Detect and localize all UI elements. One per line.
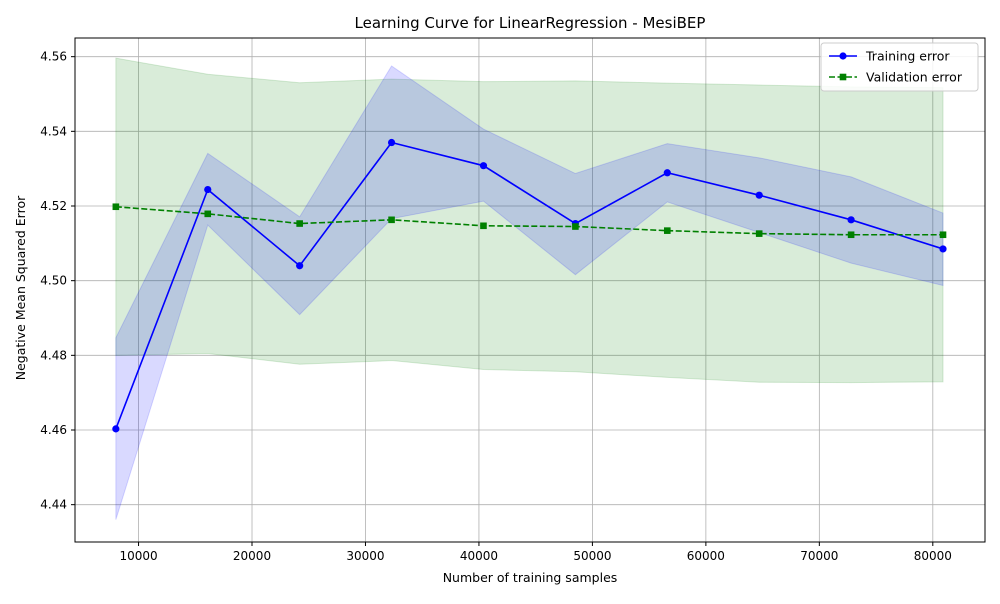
training-error-point xyxy=(296,262,304,270)
y-tick-label: 4.52 xyxy=(40,199,67,213)
training-error-line xyxy=(115,141,944,430)
training-error-point xyxy=(479,162,488,170)
x-tick-label: 40000 xyxy=(460,549,498,563)
training-error-point xyxy=(939,245,947,253)
plot-area: 10000 20000 30000 40000 50000 60000 70000 80000… xyxy=(40,37,986,563)
legend: Training error Validation error xyxy=(820,42,979,92)
validation-error-point xyxy=(663,227,671,234)
x-tick-label: 80000 xyxy=(914,549,952,563)
validation-error-point xyxy=(296,220,303,227)
x-tick-label: 10000 xyxy=(119,549,157,563)
y-tick-label: 4.56 xyxy=(40,50,67,64)
validation-error-point xyxy=(847,231,855,239)
training-error-point xyxy=(663,169,671,177)
training-error-legend-label: Training error xyxy=(865,49,950,64)
x-axis-label: Number of training samples xyxy=(443,570,618,585)
training-error-point xyxy=(112,425,120,433)
validation-error-point xyxy=(388,216,395,224)
legend-box xyxy=(820,42,979,92)
validation-error-point xyxy=(480,222,487,230)
training-error-band xyxy=(115,65,944,520)
y-axis-label: Negative Mean Squared Error xyxy=(13,195,28,380)
plot-frame xyxy=(74,37,986,543)
y-tick-label: 4.44 xyxy=(40,498,67,512)
training-error-point xyxy=(847,216,855,224)
validation-error-legend-label: Validation error xyxy=(866,70,963,85)
training-error-point xyxy=(755,191,763,199)
training-error-legend-marker xyxy=(839,52,847,60)
y-tick-label: 4.50 xyxy=(40,274,67,288)
x-tick-label: 30000 xyxy=(346,549,384,563)
validation-error-legend-marker xyxy=(839,73,847,81)
y-tick-label: 4.48 xyxy=(40,348,67,362)
chart-title: Learning Curve for LinearRegression - Me… xyxy=(355,14,706,32)
y-tick-label: 4.46 xyxy=(40,423,67,437)
validation-error-point xyxy=(939,231,947,239)
validation-error-point xyxy=(204,210,212,218)
validation-error-band xyxy=(115,57,944,384)
validation-error-point xyxy=(572,223,579,230)
x-tick-label: 50000 xyxy=(573,549,611,563)
x-tick-label: 60000 xyxy=(687,549,725,563)
validation-error-line xyxy=(115,205,944,236)
x-tick-label: 70000 xyxy=(800,549,838,563)
x-tick-label: 20000 xyxy=(233,549,271,563)
training-error-point xyxy=(204,185,212,194)
validation-error-point xyxy=(755,230,763,237)
training-error-point xyxy=(387,138,396,147)
validation-error-point xyxy=(112,203,120,211)
y-tick-label: 4.54 xyxy=(40,124,67,138)
